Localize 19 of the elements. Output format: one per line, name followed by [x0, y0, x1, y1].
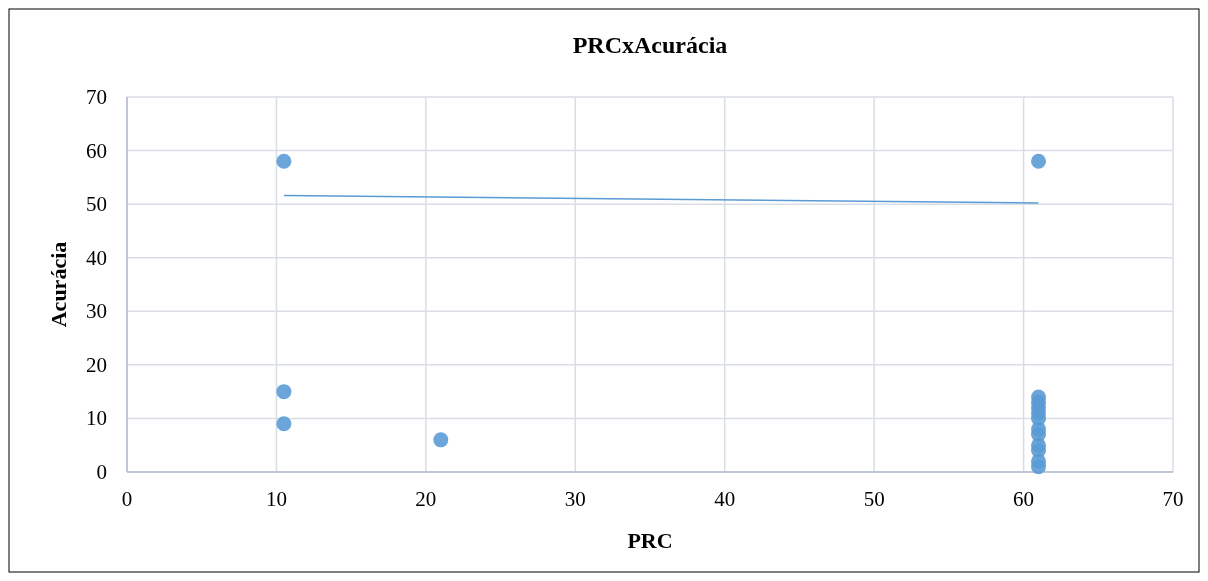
x-tick-label: 0	[121, 487, 133, 511]
y-tick-label: 40	[86, 245, 107, 270]
y-tick-label: 10	[86, 406, 107, 431]
x-tick-label: 20	[415, 487, 437, 511]
x-tick-label: 70	[1162, 487, 1184, 511]
y-tick-label: 30	[86, 299, 107, 324]
x-tick-label: 60	[1013, 487, 1035, 511]
x-tick-label: 50	[863, 487, 885, 511]
y-tick-label: 70	[86, 85, 107, 109]
y-tick-label: 20	[86, 352, 107, 377]
x-tick-label: 10	[265, 487, 287, 511]
y-tick-label: 60	[86, 138, 107, 163]
y-axis-title: Acurácia	[46, 241, 71, 328]
y-tick-label: 50	[86, 192, 107, 217]
x-tick-label: 40	[714, 487, 736, 511]
x-tick-label: 30	[564, 487, 586, 511]
x-axis-title: PRC	[627, 528, 673, 553]
chart-title: PRCxAcurácia	[572, 32, 728, 58]
y-tick-label: 0	[96, 460, 107, 484]
